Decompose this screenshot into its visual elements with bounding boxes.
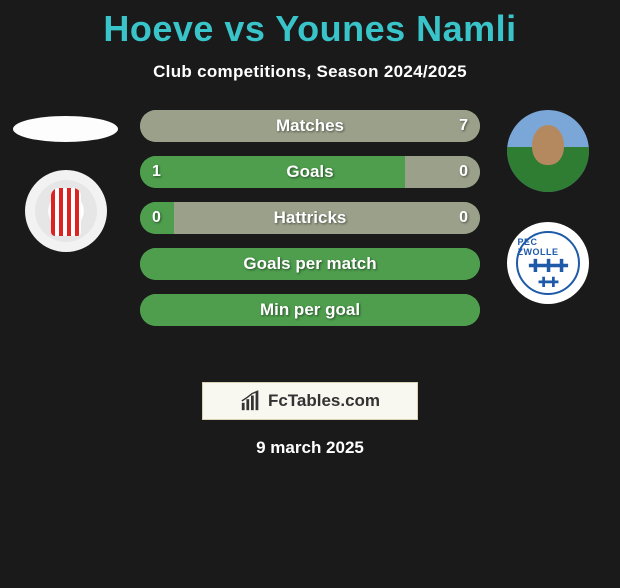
stat-label: Matches	[140, 116, 480, 136]
stat-row: Goals per match	[140, 248, 480, 280]
right-player-column: PEC ZWOLLE ✚✚✚ ✚✚	[490, 110, 605, 350]
page-subtitle: Club competitions, Season 2024/2025	[0, 62, 620, 82]
pec-zwolle-icon: PEC ZWOLLE ✚✚✚ ✚✚	[516, 231, 580, 295]
branding-badge: FcTables.com	[202, 382, 418, 420]
stat-row: Min per goal	[140, 294, 480, 326]
stat-value-right: 0	[459, 163, 468, 181]
page-title: Hoeve vs Younes Namli	[0, 8, 620, 50]
stat-row: Goals1 0	[140, 156, 480, 188]
left-club-badge	[25, 170, 107, 252]
stat-label: Goals	[140, 162, 480, 182]
stat-value-left: 0	[152, 209, 161, 227]
stat-label: Min per goal	[140, 300, 480, 320]
right-club-badge: PEC ZWOLLE ✚✚✚ ✚✚	[507, 222, 589, 304]
left-player-photo-placeholder	[13, 116, 118, 142]
date-label: 9 march 2025	[0, 438, 620, 458]
sparta-icon	[35, 180, 97, 242]
stat-row: Matches7	[140, 110, 480, 142]
stat-label: Hattricks	[140, 208, 480, 228]
stat-value-left: 1	[152, 163, 161, 181]
stat-label: Goals per match	[140, 254, 480, 274]
bar-chart-icon	[240, 390, 262, 412]
stat-value-right: 7	[459, 117, 468, 135]
comparison-area: Matches7Goals10Hattricks00Goals per matc…	[0, 110, 620, 370]
comparison-bars: Matches7Goals10Hattricks00Goals per matc…	[140, 110, 480, 340]
brand-text: FcTables.com	[268, 391, 380, 411]
stat-row: Hattricks0 0	[140, 202, 480, 234]
left-player-column	[8, 110, 123, 350]
stat-value-right: 0	[459, 209, 468, 227]
right-player-photo	[507, 110, 589, 192]
